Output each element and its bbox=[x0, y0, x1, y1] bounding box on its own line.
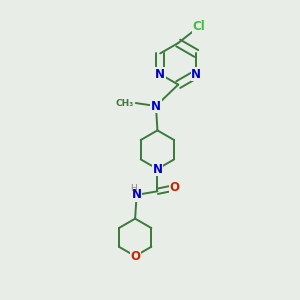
Text: N: N bbox=[152, 163, 162, 176]
Text: CH₃: CH₃ bbox=[115, 98, 134, 107]
Text: N: N bbox=[155, 68, 165, 81]
Text: Cl: Cl bbox=[193, 20, 206, 33]
Text: N: N bbox=[191, 68, 201, 81]
Text: N: N bbox=[132, 188, 142, 201]
Text: N: N bbox=[151, 100, 161, 112]
Text: O: O bbox=[170, 181, 180, 194]
Text: H: H bbox=[130, 184, 136, 194]
Text: O: O bbox=[130, 250, 140, 262]
